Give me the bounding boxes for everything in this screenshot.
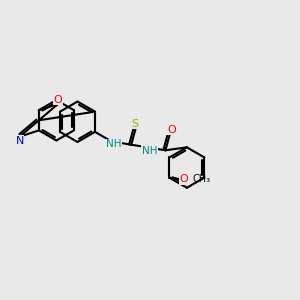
Text: S: S	[132, 119, 139, 129]
Text: NH: NH	[106, 140, 122, 149]
Text: CH₃: CH₃	[193, 174, 211, 184]
Text: N: N	[16, 136, 24, 146]
Text: O: O	[54, 95, 62, 105]
Text: O: O	[179, 174, 188, 184]
Text: O: O	[167, 125, 176, 135]
Text: NH: NH	[142, 146, 157, 156]
